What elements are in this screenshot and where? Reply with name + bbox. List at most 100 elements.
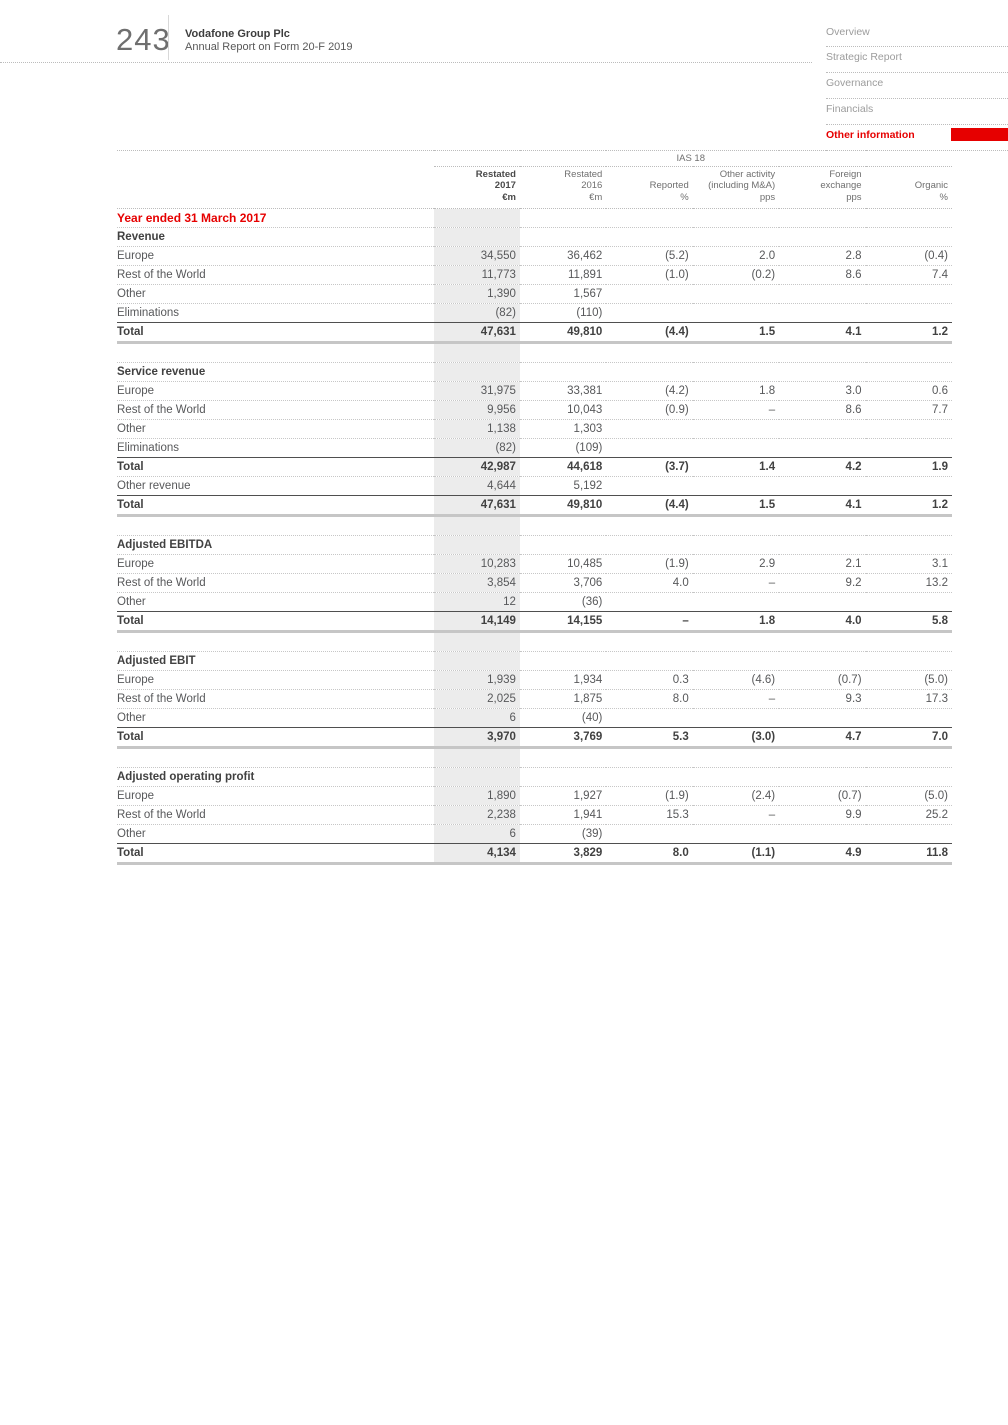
- cell-value: (1.9): [606, 786, 693, 806]
- row-label: Total: [117, 322, 434, 344]
- cell-value: [606, 708, 693, 728]
- spacer-cell: [117, 631, 434, 652]
- cell-value: 4,134: [433, 843, 520, 865]
- cell-value: [519, 227, 607, 247]
- cell-value: [865, 476, 952, 496]
- row-label: Europe: [117, 554, 434, 574]
- cell-value: (1.0): [606, 265, 693, 285]
- cell-value: 7.4: [865, 265, 952, 285]
- header-rule: [0, 62, 812, 63]
- cell-value: (0.4): [865, 246, 952, 266]
- cell-value: [692, 419, 780, 439]
- year-caption-row: Year ended 31 March 2017: [117, 208, 952, 228]
- cell-value: 1,390: [433, 284, 520, 304]
- row-label: Europe: [117, 246, 434, 266]
- cell-value: [606, 227, 693, 247]
- cell-value: 14,149: [433, 611, 520, 633]
- cell-value: 7.7: [865, 400, 952, 420]
- cell-value: 1.8: [692, 381, 780, 401]
- cell-value: 4.7: [779, 727, 866, 749]
- section-nav: Overview Strategic Report Governance Financ…: [826, 26, 1008, 151]
- cell-value: [606, 419, 693, 439]
- header-divider: [168, 15, 169, 60]
- cell-value: –: [692, 400, 780, 420]
- cell-value: 34,550: [433, 246, 520, 266]
- column-header: Organic%: [865, 166, 952, 209]
- cell-value: 25.2: [865, 805, 952, 825]
- cell-value: 4.9: [779, 843, 866, 865]
- cell-value: –: [606, 611, 693, 633]
- cell-value: (1.1): [692, 843, 780, 865]
- cell-value: [692, 227, 780, 247]
- cell-value: 2,025: [433, 689, 520, 709]
- section-title: Adjusted EBIT: [117, 651, 434, 671]
- cell-value: [606, 651, 693, 671]
- section-header-row: Service revenue: [117, 362, 952, 382]
- nav-item-strategic-report[interactable]: Strategic Report: [826, 47, 1008, 73]
- nav-item-other-information[interactable]: Other information: [826, 125, 1008, 151]
- cell-value: [433, 515, 520, 536]
- cell-value: 1.2: [865, 495, 952, 517]
- cell-value: 11,891: [519, 265, 607, 285]
- cell-value: 8.0: [606, 689, 693, 709]
- row-label: Total: [117, 843, 434, 865]
- nav-item-label: Financials: [826, 103, 874, 115]
- cell-value: 1,941: [519, 805, 607, 825]
- cell-value: [606, 476, 693, 496]
- cell-value: 8.6: [779, 400, 866, 420]
- cell-value: –: [692, 573, 780, 593]
- cell-value: 0.6: [865, 381, 952, 401]
- cell-value: 3,706: [519, 573, 607, 593]
- cell-value: 4.0: [779, 611, 866, 633]
- cell-value: [779, 362, 866, 382]
- cell-value: [692, 631, 780, 652]
- cell-value: 14,155: [519, 611, 607, 633]
- cell-value: [865, 651, 952, 671]
- table-row: Other 1,390 1,567: [117, 284, 952, 304]
- total-row: Total 47,631 49,810 (4.4) 1.5 4.1 1.2: [117, 322, 952, 344]
- row-label: Other: [117, 708, 434, 728]
- cell-value: [779, 515, 866, 536]
- table-row: Europe 31,975 33,381 (4.2) 1.8 3.0 0.6: [117, 381, 952, 401]
- spacer-row: [117, 747, 952, 768]
- cell-value: [606, 767, 693, 787]
- cell-value: [865, 227, 952, 247]
- nav-item-financials[interactable]: Financials: [826, 99, 1008, 125]
- cell-value: 4.1: [779, 495, 866, 517]
- cell-value: 9.9: [779, 805, 866, 825]
- cell-value: [433, 535, 520, 555]
- cell-value: [692, 284, 780, 304]
- cell-value: 44,618: [519, 457, 607, 477]
- nav-item-governance[interactable]: Governance: [826, 73, 1008, 99]
- nav-item-overview[interactable]: Overview: [826, 26, 1008, 47]
- cell-value: [692, 438, 780, 458]
- report-title: Vodafone Group Plc: [185, 28, 290, 40]
- cell-value: (5.0): [865, 670, 952, 690]
- row-label: Europe: [117, 670, 434, 690]
- cell-value: 10,043: [519, 400, 607, 420]
- row-label: Total: [117, 495, 434, 517]
- cell-value: [692, 476, 780, 496]
- cell-value: (82): [433, 303, 520, 323]
- cell-value: [779, 747, 866, 768]
- cell-value: 2,238: [433, 805, 520, 825]
- cell-value: 1,875: [519, 689, 607, 709]
- column-header-row: Restated 2017 €m Restated 2016 €m Reported% Oth…: [117, 166, 952, 209]
- cell-value: [519, 208, 607, 228]
- cell-value: 2.1: [779, 554, 866, 574]
- row-label: Total: [117, 611, 434, 633]
- cell-value: [606, 535, 693, 555]
- table-row: Other 6 (40): [117, 708, 952, 728]
- row-label: Rest of the World: [117, 265, 434, 285]
- column-header: Reported%: [606, 166, 693, 209]
- cell-value: [606, 592, 693, 612]
- cell-value: [779, 476, 866, 496]
- cell-value: [779, 208, 866, 228]
- cell-value: 9,956: [433, 400, 520, 420]
- cell-value: (4.4): [606, 495, 693, 517]
- nav-item-label: Overview: [826, 26, 870, 38]
- cell-value: [692, 747, 780, 768]
- cell-value: [692, 651, 780, 671]
- cell-value: [779, 342, 866, 363]
- cell-value: 5.3: [606, 727, 693, 749]
